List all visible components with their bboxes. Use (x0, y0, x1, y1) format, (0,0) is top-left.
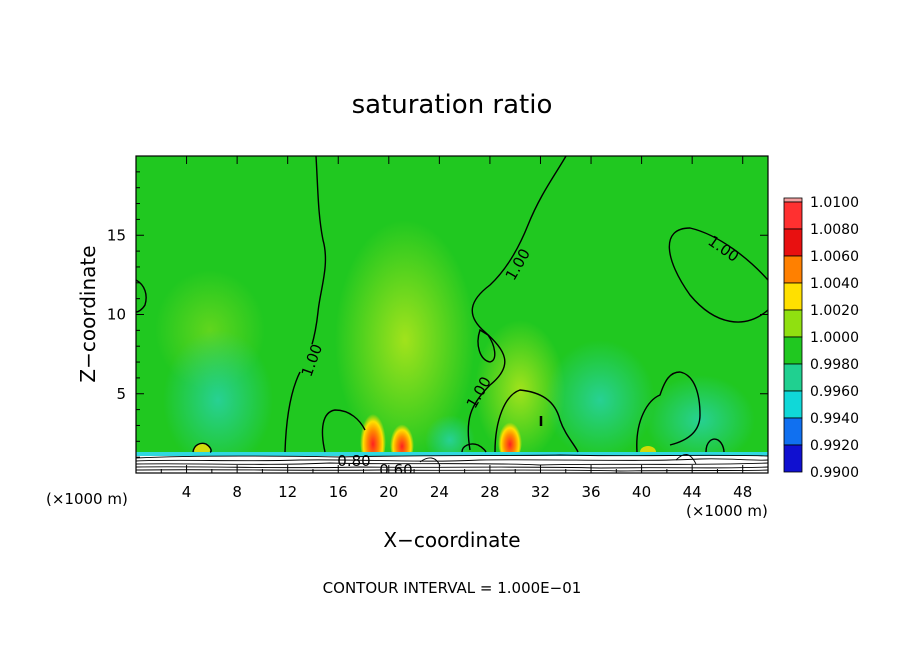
y-tick-label: 15 (107, 226, 126, 244)
colorbar-label: 0.9940 (810, 411, 859, 427)
x-unit-right: (×1000 m) (686, 502, 768, 520)
contour-line (192, 442, 212, 453)
colorbar-label: 0.9920 (810, 438, 859, 454)
contour-line (321, 409, 366, 453)
colorbar-cap (783, 197, 803, 203)
colorbar-label: 0.9960 (810, 384, 859, 400)
colorbar-swatch (783, 444, 803, 473)
surface-contour (136, 466, 768, 469)
field-cyan-region (545, 340, 655, 460)
x-tick-label: 36 (581, 483, 600, 501)
colorbar-label: 1.0020 (810, 303, 859, 319)
surface-contour (136, 462, 768, 466)
surface-contour (419, 457, 441, 467)
field-light-region (335, 220, 475, 460)
x-tick-label: 16 (329, 483, 348, 501)
colorbar-label: 1.0040 (810, 276, 859, 292)
contour-line (477, 328, 496, 363)
contour-line (284, 156, 327, 453)
contour-interval-note: CONTOUR INTERVAL = 1.000E−01 (323, 579, 582, 597)
field-cyan-region (163, 330, 273, 470)
x-unit-left: (×1000 m) (46, 490, 128, 508)
field-surface-edge (136, 452, 768, 456)
x-tick-label: 28 (480, 483, 499, 501)
surface-contour (136, 454, 768, 459)
x-tick-label: 4 (182, 483, 192, 501)
x-tick-label: 48 (733, 483, 752, 501)
x-axis-ticks: 4 8 12 16 20 24 28 32 36 40 44 48 (160, 156, 752, 501)
colorbar-swatch (783, 390, 803, 419)
x-tick-label: 12 (278, 483, 297, 501)
y-tick-label: 5 (116, 385, 126, 403)
colorbar-label: 1.0100 (810, 195, 859, 211)
chart-title: saturation ratio (352, 90, 553, 120)
colorbar-swatch (783, 336, 803, 365)
contour-label-bg (298, 343, 324, 377)
x-tick-label: 40 (632, 483, 651, 501)
contour-lines (136, 156, 768, 453)
colorbar-label: 1.0060 (810, 249, 859, 265)
colorbar-label: 0.9980 (810, 357, 859, 373)
colorbar-label: 1.0000 (810, 330, 859, 346)
y-tick-label: 10 (107, 306, 126, 324)
colorbar-swatch (783, 417, 803, 446)
colorbar-swatch (783, 363, 803, 392)
colorbar-swatch (783, 228, 803, 257)
surface-contour (675, 454, 697, 465)
contour-label: 0.80 (337, 452, 370, 470)
x-tick-label: 24 (430, 483, 449, 501)
contour-line (136, 279, 147, 313)
y-axis-ticks: 5 10 15 (107, 171, 768, 458)
contour-line (636, 371, 701, 453)
x-tick-label: 32 (531, 483, 550, 501)
colorbar-swatch (783, 201, 803, 230)
contour-line (494, 389, 579, 453)
x-tick-label: 20 (379, 483, 398, 501)
contour-line (668, 227, 768, 323)
surface-contour (136, 469, 768, 472)
contour-label: 0.60 (379, 461, 412, 479)
x-tick-label: 8 (232, 483, 242, 501)
x-tick-label: 44 (683, 483, 702, 501)
surface-contours (136, 454, 768, 472)
colorbar-swatch (783, 255, 803, 284)
contour-line (705, 438, 725, 453)
colorbar-swatch (783, 309, 803, 338)
contour-line (467, 156, 567, 451)
colorbar-swatch (783, 282, 803, 311)
plot-area: 1.00 1.00 1.00 1.00 0.80 0.60 (136, 156, 768, 479)
colorbar-label: 1.0080 (810, 222, 859, 238)
contour-line (461, 443, 487, 453)
y-axis-label: Z−coordinate (76, 245, 100, 382)
x-axis-label: X−coordinate (383, 528, 520, 552)
colorbar-label: 0.9900 (810, 465, 859, 481)
colorbar: 1.0100 1.0080 1.0060 1.0040 1.0020 1.0000 0.99… (783, 195, 859, 481)
field-hot-core (498, 418, 522, 462)
surface-contour (136, 458, 768, 462)
